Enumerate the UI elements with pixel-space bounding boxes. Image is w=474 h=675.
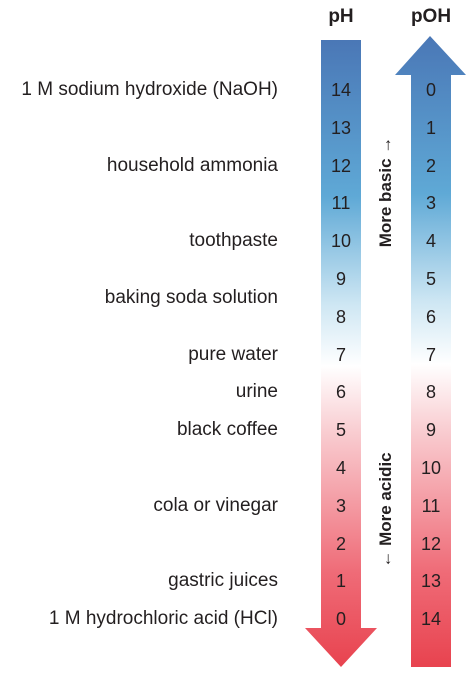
poh-value: 3 bbox=[425, 193, 436, 214]
poh-value: 0 bbox=[425, 80, 436, 100]
poh-value: 8 bbox=[425, 382, 436, 403]
ph-value: 2 bbox=[335, 533, 346, 554]
poh-value: 7 bbox=[425, 344, 436, 365]
ph-value: 1 bbox=[335, 571, 346, 592]
substance-label: 1 M sodium hydroxide (NaOH) bbox=[21, 79, 278, 100]
poh-value: 10 bbox=[420, 458, 442, 478]
poh-value: 12 bbox=[420, 533, 442, 554]
poh-value: 13 bbox=[420, 571, 442, 592]
ph-value: 10 bbox=[330, 231, 352, 252]
ph-value: 4 bbox=[335, 458, 346, 478]
poh-value: 11 bbox=[421, 495, 441, 516]
ph-value: 0 bbox=[335, 609, 346, 630]
ph-value: 6 bbox=[335, 382, 346, 403]
substance-label: gastric juices bbox=[168, 570, 278, 592]
poh-header: pOH bbox=[410, 6, 452, 27]
poh-value: 5 bbox=[425, 269, 436, 289]
substance-label: 1 M hydrochloric acid (HCl) bbox=[48, 608, 278, 630]
poh-value: 14 bbox=[420, 609, 442, 630]
poh-value: 9 bbox=[425, 420, 436, 441]
substance-label: urine bbox=[235, 381, 278, 403]
poh-arrow bbox=[395, 36, 466, 667]
ph-value: 3 bbox=[335, 495, 346, 516]
substance-label: household ammonia bbox=[106, 154, 278, 176]
poh-value: 1 bbox=[425, 117, 436, 138]
substance-label: toothpaste bbox=[189, 230, 278, 252]
ph-value: 14 bbox=[330, 80, 352, 100]
substance-label: baking soda solution bbox=[104, 286, 278, 308]
more-acidic-label: ← More acidic bbox=[376, 452, 395, 568]
ph-value: 12 bbox=[330, 155, 352, 176]
ph-value: 9 bbox=[335, 269, 346, 289]
more-basic-label: More basic → bbox=[376, 136, 395, 248]
poh-value: 6 bbox=[425, 306, 436, 327]
ph-value: 7 bbox=[335, 344, 346, 365]
poh-value: 2 bbox=[425, 155, 436, 176]
ph-value: 5 bbox=[335, 420, 346, 441]
poh-value: 4 bbox=[425, 231, 436, 252]
ph-header: pH bbox=[328, 6, 354, 27]
substance-label: cola or vinegar bbox=[153, 494, 278, 516]
ph-value: 13 bbox=[330, 117, 352, 138]
ph-arrow bbox=[305, 40, 377, 667]
substance-label: pure water bbox=[188, 343, 278, 365]
ph-value: 11 bbox=[331, 193, 351, 214]
substance-label: black coffee bbox=[176, 419, 278, 441]
ph-value: 8 bbox=[335, 306, 346, 327]
